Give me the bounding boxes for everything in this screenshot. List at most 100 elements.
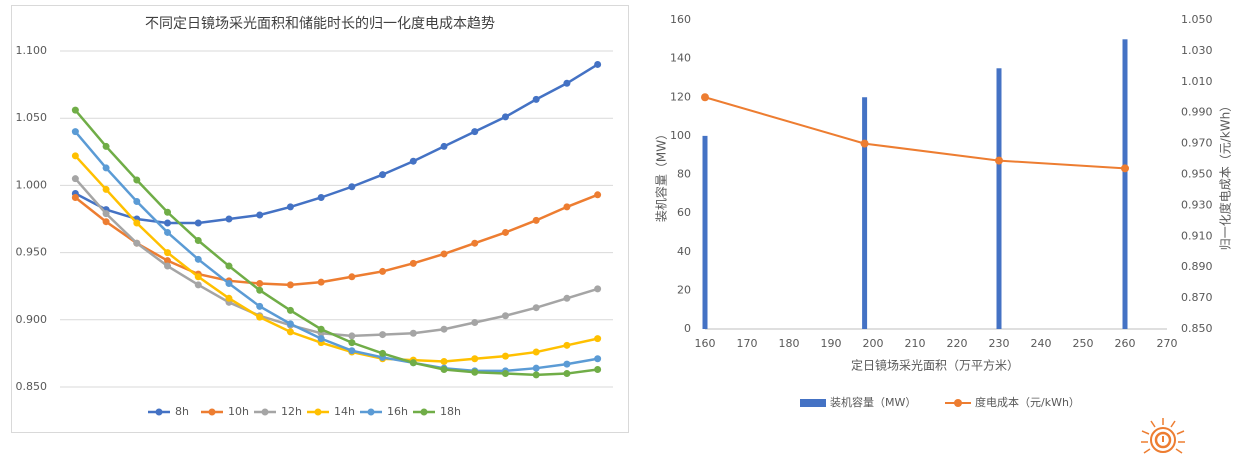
y-tick-label: 0.900 xyxy=(16,313,48,326)
point xyxy=(440,142,448,150)
point xyxy=(286,203,294,211)
point xyxy=(532,348,540,356)
point xyxy=(348,347,356,355)
bar xyxy=(996,68,1002,329)
legend-label: 度电成本（元/kWh） xyxy=(975,395,1080,409)
y-tick-label: 100 xyxy=(670,129,691,142)
point xyxy=(164,208,172,216)
y-tick-label: 0.950 xyxy=(16,246,48,259)
x-tick-label: 220 xyxy=(947,337,968,350)
point xyxy=(563,79,571,87)
legend-label: 12h xyxy=(281,405,302,418)
legend-marker xyxy=(155,408,163,416)
legend-label: 8h xyxy=(175,405,189,418)
point xyxy=(471,239,479,247)
point xyxy=(594,285,602,293)
y2-tick-label: 1.030 xyxy=(1181,44,1213,57)
x-tick-label: 170 xyxy=(737,337,758,350)
point xyxy=(286,320,294,328)
legend-marker xyxy=(954,399,962,407)
y-tick-label: 1.100 xyxy=(16,44,48,57)
point xyxy=(225,262,233,270)
y2-tick-label: 1.010 xyxy=(1181,75,1213,88)
series-line xyxy=(74,109,598,377)
point xyxy=(225,294,233,302)
point xyxy=(501,228,509,236)
point xyxy=(409,329,417,337)
legend-swatch xyxy=(800,399,826,407)
point xyxy=(286,281,294,289)
point xyxy=(594,335,602,343)
y-tick-label: 60 xyxy=(677,206,691,219)
series-line xyxy=(74,130,598,373)
point xyxy=(501,113,509,121)
point xyxy=(409,157,417,165)
y2-axis-title: 归一化度电成本（元/kWh） xyxy=(1218,100,1233,250)
legend-label: 14h xyxy=(334,405,355,418)
point xyxy=(532,304,540,312)
y2-tick-label: 0.910 xyxy=(1181,229,1213,242)
point xyxy=(194,255,202,263)
x-axis-title: 定日镜场采光面积（万平方米） xyxy=(851,358,1019,373)
point xyxy=(71,175,79,183)
legend-label: 16h xyxy=(387,405,408,418)
point xyxy=(860,139,869,148)
point xyxy=(71,106,79,114)
point xyxy=(348,339,356,347)
y2-tick-label: 0.950 xyxy=(1181,168,1213,181)
point xyxy=(286,328,294,336)
point xyxy=(440,250,448,258)
point xyxy=(501,312,509,320)
y2-tick-label: 0.870 xyxy=(1181,291,1213,304)
legend-marker xyxy=(261,408,269,416)
point xyxy=(379,267,387,275)
bar xyxy=(702,135,708,329)
y-tick-label: 0 xyxy=(684,322,691,335)
point xyxy=(102,218,110,226)
point xyxy=(532,95,540,103)
point xyxy=(471,318,479,326)
point xyxy=(317,325,325,333)
y-tick-label: 0.850 xyxy=(16,380,48,393)
point xyxy=(440,357,448,365)
point xyxy=(563,370,571,378)
point xyxy=(409,259,417,267)
legend-marker xyxy=(208,408,216,416)
point xyxy=(256,286,264,294)
point xyxy=(102,185,110,193)
point xyxy=(1121,164,1129,173)
point xyxy=(471,128,479,136)
point xyxy=(133,176,141,184)
y-tick-label: 80 xyxy=(677,168,691,181)
point xyxy=(995,156,1003,165)
y-tick-label: 1.050 xyxy=(16,111,48,124)
bar xyxy=(1122,39,1128,329)
point xyxy=(194,281,202,289)
point xyxy=(194,273,202,281)
point xyxy=(348,183,356,191)
point xyxy=(348,332,356,340)
point xyxy=(194,219,202,227)
point xyxy=(71,152,79,160)
x-tick-label: 240 xyxy=(1031,337,1052,350)
x-tick-label: 180 xyxy=(779,337,800,350)
point xyxy=(563,203,571,211)
point xyxy=(256,302,264,310)
y2-tick-label: 1.050 xyxy=(1181,13,1213,26)
point xyxy=(701,93,709,102)
point xyxy=(225,215,233,223)
point xyxy=(409,359,417,367)
point xyxy=(164,249,172,257)
point xyxy=(563,360,571,368)
point xyxy=(501,352,509,360)
x-tick-label: 270 xyxy=(1157,337,1178,350)
y2-tick-label: 0.970 xyxy=(1181,137,1213,150)
x-tick-label: 260 xyxy=(1115,337,1136,350)
legend-marker xyxy=(420,408,428,416)
y-tick-label: 160 xyxy=(670,13,691,26)
y2-tick-label: 0.990 xyxy=(1181,106,1213,119)
y-axis-title: 装机容量（MW） xyxy=(654,128,669,222)
point xyxy=(440,366,448,374)
x-tick-label: 210 xyxy=(905,337,926,350)
point xyxy=(594,191,602,199)
